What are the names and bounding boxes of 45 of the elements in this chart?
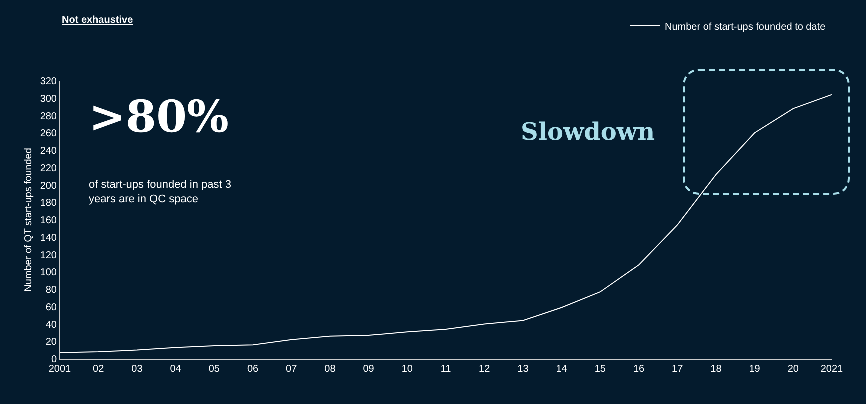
x-tick-label: 18 xyxy=(710,364,722,375)
y-axis-title: Number of QT start-ups founded xyxy=(23,148,34,292)
annotation: of start-ups founded in past 3 years are in QC space xyxy=(89,179,232,206)
x-tick-label: 08 xyxy=(324,364,336,375)
y-tick-label: 140 xyxy=(40,232,58,244)
x-tick-label: 02 xyxy=(93,364,105,375)
x-tick-label: 14 xyxy=(556,364,568,375)
y-tick-label: 220 xyxy=(40,163,58,174)
y-tick-label: 280 xyxy=(40,111,58,122)
x-tick-label: 17 xyxy=(672,364,684,375)
x-tick-label: 16 xyxy=(633,364,645,375)
text: Not exhaustive xyxy=(62,15,134,26)
x-tick-label: 07 xyxy=(286,364,298,375)
y-tick-label: 200 xyxy=(40,180,58,192)
x-tick-label: 20 xyxy=(788,364,800,375)
y-tick-label: 120 xyxy=(40,250,58,262)
y-tick-label: 0 xyxy=(51,354,58,366)
legend-label: Number of start-ups founded to date xyxy=(665,22,826,33)
x-tick-label: 05 xyxy=(208,364,220,375)
x-tick-label: 06 xyxy=(247,364,259,375)
x-tick-label: 09 xyxy=(363,364,375,375)
annotation: >80% xyxy=(89,92,229,143)
x-tick-label: 2021 xyxy=(820,364,844,375)
y-tick-label: 240 xyxy=(40,146,58,157)
x-tick-label: 04 xyxy=(170,364,182,375)
x-tick-label: 11 xyxy=(440,364,452,375)
y-tick-label: 300 xyxy=(40,94,58,105)
x-tick-label: 19 xyxy=(749,364,761,375)
x-tick-label: 13 xyxy=(518,364,530,375)
annotation: Slowdown xyxy=(521,117,656,146)
y-tick-label: 160 xyxy=(40,216,58,226)
line-series xyxy=(60,94,832,354)
x-tick-label: 2001 xyxy=(48,364,72,375)
x-tick-label: 12 xyxy=(479,364,491,375)
y-tick-label: 20 xyxy=(46,337,58,348)
y-tick-label: 80 xyxy=(46,285,58,296)
y-tick-label: 320 xyxy=(40,76,58,88)
x-tick-label: 15 xyxy=(594,364,606,375)
y-tick-label: 60 xyxy=(46,302,58,314)
y-tick-label: 260 xyxy=(40,128,58,140)
x-tick-label: 03 xyxy=(132,364,144,375)
y-tick-label: 180 xyxy=(40,198,58,210)
y-tick-label: 100 xyxy=(40,268,58,279)
x-tick-label: 10 xyxy=(402,364,414,375)
y-tick-label: 40 xyxy=(46,320,58,331)
